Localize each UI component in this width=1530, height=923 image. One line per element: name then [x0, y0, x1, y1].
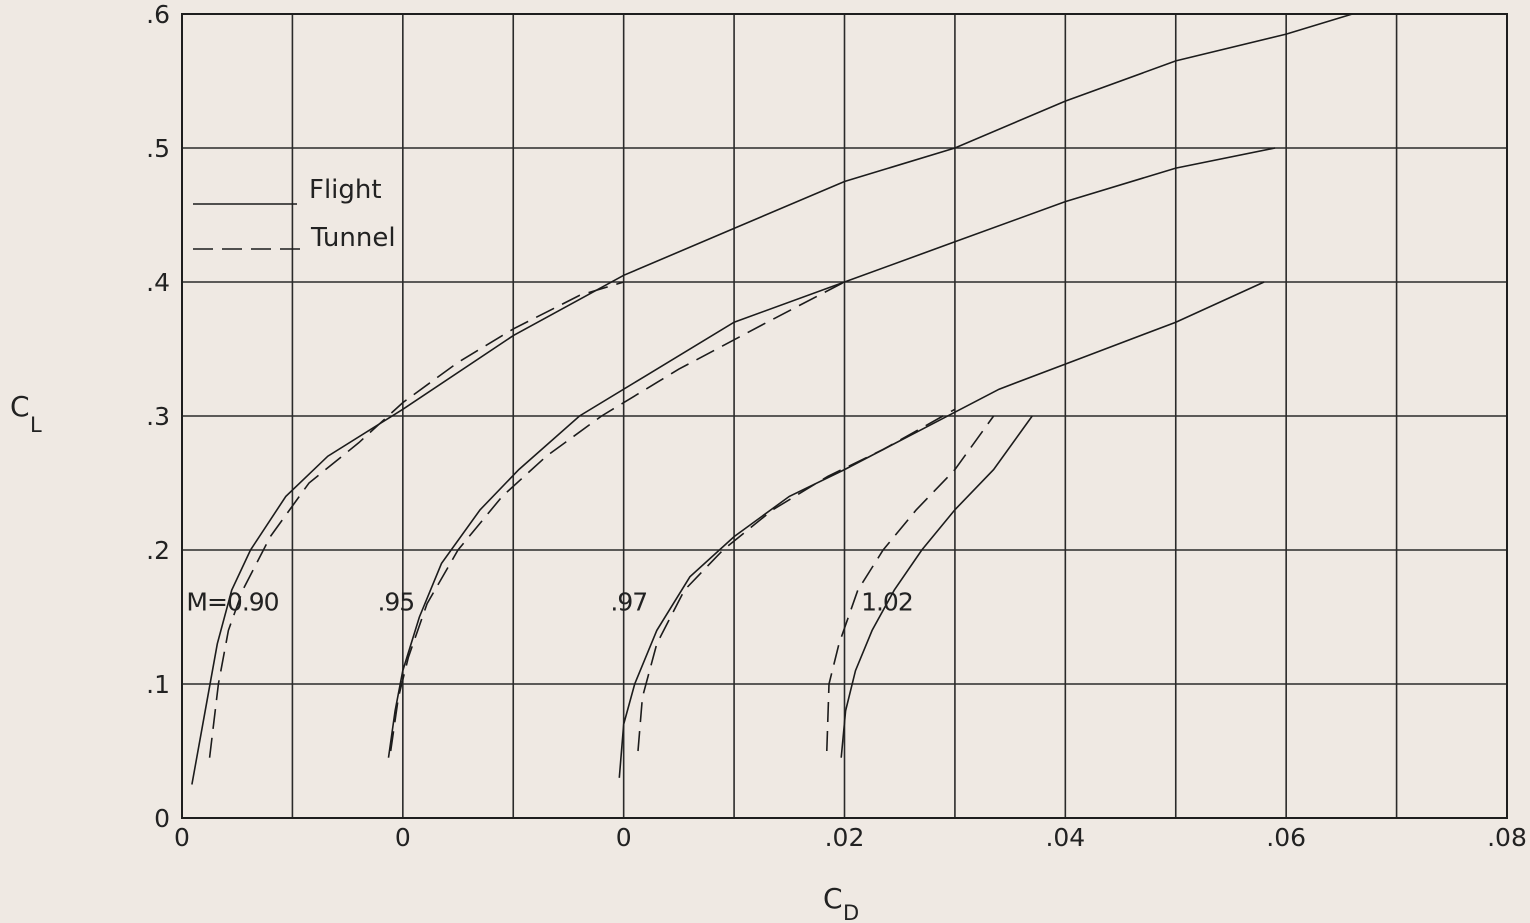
- y-tick-label: .6: [146, 0, 170, 29]
- x-tick-label: .04: [1045, 823, 1085, 852]
- y-axis-label-main: C: [10, 390, 30, 423]
- curve-labels: M=0.90 .95 .97 1.02: [186, 587, 913, 616]
- x-tick-label: 0: [395, 823, 411, 852]
- x-axis-label-main: C: [823, 882, 843, 915]
- x-axis-label-subscript: D: [843, 901, 859, 923]
- mach-label: .97: [610, 587, 647, 616]
- curves: [191, 13, 1353, 785]
- y-tick-label: .1: [146, 670, 170, 699]
- plot-frame: [181, 13, 1508, 819]
- y-tick-label: .5: [146, 134, 170, 163]
- x-tick-label: 0: [616, 823, 632, 852]
- grid: [181, 13, 1508, 819]
- x-tick-label: .06: [1266, 823, 1306, 852]
- flight-curve: [191, 13, 1353, 785]
- flight-curve: [840, 415, 1033, 758]
- tunnel-curve: [826, 415, 995, 752]
- x-tick-label: .02: [825, 823, 865, 852]
- tunnel-curve: [389, 281, 845, 752]
- mach-label: M=0.90: [186, 587, 278, 616]
- tunnel-curve: [208, 281, 624, 758]
- y-tick-label: .4: [146, 268, 170, 297]
- y-axis-label-subscript: L: [30, 413, 42, 437]
- y-tick-label: .2: [146, 536, 170, 565]
- mach-label: .95: [377, 587, 414, 616]
- tunnel-curve: [637, 408, 956, 752]
- flight-curve: [618, 281, 1265, 778]
- y-tick-label: .3: [146, 402, 170, 431]
- flight-curve: [387, 147, 1276, 758]
- legend: Flight Tunnel: [193, 175, 396, 253]
- mach-label: 1.02: [861, 587, 913, 616]
- legend-flight-label: Flight: [309, 175, 382, 205]
- y-tick-label: 0: [154, 804, 170, 833]
- y-axis-label: C L: [10, 390, 42, 437]
- x-tick-label: .08: [1487, 823, 1527, 852]
- tick-labels: 0.1.2.3.4.5.60 0 0.02.04.06.08: [146, 0, 1527, 852]
- x-axis-label: C D: [823, 882, 859, 923]
- legend-tunnel-label: Tunnel: [310, 223, 396, 253]
- x-tick-label: 0: [174, 823, 190, 852]
